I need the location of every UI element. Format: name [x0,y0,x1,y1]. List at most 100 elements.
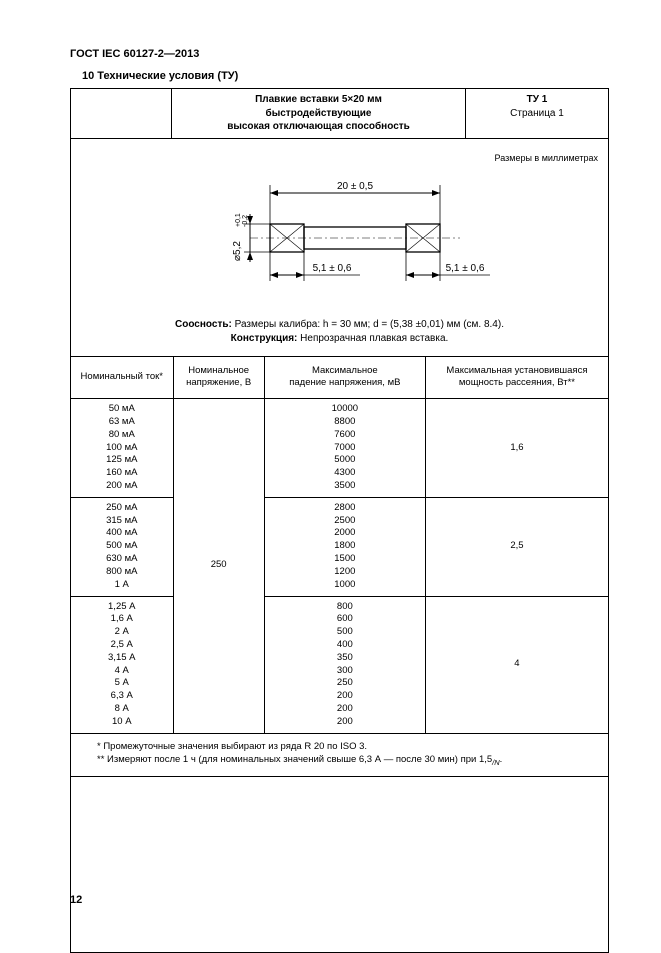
drop-value: 200 [271,703,419,716]
mid-text-block: Соосность: Размеры калибра: h = 30 мм; d… [71,312,608,356]
col-header-drop: Максимальноепадение напряжения, мВ [264,356,425,399]
cell-currents: 50 мА63 мА80 мА100 мА125 мА160 мА200 мА [71,399,173,498]
current-value: 63 мА [77,416,167,429]
header-title-block: Плавкие вставки 5×20 мм быстродействующи… [172,89,466,138]
drop-value: 1200 [271,566,419,579]
current-value: 2,5 А [77,639,167,652]
coaxiality-line: Соосность: Размеры калибра: h = 30 мм; d… [79,318,600,332]
table-header-row: Номинальный ток* Номинальноенапряжение, … [71,356,608,399]
current-value: 6,3 А [77,690,167,703]
current-value: 50 мА [77,403,167,416]
table-row: 50 мА63 мА80 мА100 мА125 мА160 мА200 мА2… [71,399,608,498]
cell-voltage-drop: 10000880076007000500043003500 [264,399,425,498]
tu-page: Страница 1 [472,107,602,121]
drop-value: 200 [271,716,419,729]
drop-value: 300 [271,665,419,678]
cell-power: 1,6 [425,399,608,498]
footnote-2-post: . [500,754,503,765]
current-value: 10 А [77,716,167,729]
current-value: 400 мА [77,527,167,540]
table-row: 1,25 А1,6 А2 А2,5 А3,15 А4 А5 А6,3 А8 А1… [71,596,608,733]
header-title-line1: Плавкие вставки 5×20 мм [178,93,459,107]
section-title: 10 Технические условия (ТУ) [82,70,609,82]
current-value: 1,25 А [77,601,167,614]
current-value: 200 мА [77,480,167,493]
spec-table: Номинальный ток* Номинальноенапряжение, … [71,356,608,734]
dim-dia-tol-bot: -0,2 [242,214,249,226]
footnote-1: * Промежуточные значения выбирают из ряд… [97,740,594,753]
drop-value: 350 [271,652,419,665]
current-value: 4 А [77,665,167,678]
tu-number: ТУ 1 [472,93,602,107]
cell-voltage-drop: 2800250020001800150012001000 [264,497,425,596]
table-row: 250 мА315 мА400 мА500 мА630 мА800 мА1 А2… [71,497,608,596]
header-left-blank [71,89,172,138]
header-tu-block: ТУ 1 Страница 1 [466,89,608,138]
dim-diameter: ⌀5,2 [232,240,243,260]
drop-value: 200 [271,690,419,703]
drop-value: 4300 [271,467,419,480]
header-title-line3: высокая отключающая способность [178,120,459,134]
footnote-2-sub: /N [492,758,500,767]
coax-label: Соосность: [175,319,232,330]
current-value: 100 мА [77,442,167,455]
footnotes: * Промежуточные значения выбирают из ряд… [71,734,608,778]
content-frame: Плавкие вставки 5×20 мм быстродействующи… [70,88,609,953]
drop-value: 500 [271,626,419,639]
page-number: 12 [70,894,82,906]
col-header-voltage: Номинальноенапряжение, В [173,356,264,399]
footnote-2-pre: ** Измеряют после 1 ч (для номинальных з… [97,754,492,765]
dimensions-note: Размеры в миллиметрах [71,139,608,163]
drop-value: 10000 [271,403,419,416]
drop-value: 1000 [271,579,419,592]
drop-value: 1500 [271,553,419,566]
cell-voltage-drop: 800600500400350300250200200200 [264,596,425,733]
dim-length: 20 ± 0,5 [336,181,373,192]
current-value: 1,6 А [77,613,167,626]
footnote-2: ** Измеряют после 1 ч (для номинальных з… [97,753,594,768]
cell-currents: 1,25 А1,6 А2 А2,5 А3,15 А4 А5 А6,3 А8 А1… [71,596,173,733]
fuse-drawing: 20 ± 0,5 [71,163,608,312]
fuse-svg: 20 ± 0,5 [180,169,500,299]
document-page: ГОСТ IEC 60127-2—2013 10 Технические усл… [0,0,661,936]
drop-value: 2800 [271,502,419,515]
header-title-line2: быстродействующие [178,107,459,121]
current-value: 160 мА [77,467,167,480]
cell-power: 2,5 [425,497,608,596]
bottom-blank-area [71,777,608,952]
drop-value: 400 [271,639,419,652]
current-value: 3,15 А [77,652,167,665]
drop-value: 7600 [271,429,419,442]
cons-label: Конструкция: [231,333,298,344]
drop-value: 2000 [271,527,419,540]
dim-cap-left: 5,1 ± 0,6 [312,263,351,274]
construction-line: Конструкция: Непрозрачная плавкая вставк… [79,332,600,346]
current-value: 8 А [77,703,167,716]
current-value: 80 мА [77,429,167,442]
current-value: 125 мА [77,454,167,467]
current-value: 5 А [77,677,167,690]
cell-power: 4 [425,596,608,733]
current-value: 800 мА [77,566,167,579]
cell-voltage: 250 [173,399,264,734]
drop-value: 2500 [271,515,419,528]
drop-value: 800 [271,601,419,614]
drop-value: 250 [271,677,419,690]
drop-value: 7000 [271,442,419,455]
drop-value: 8800 [271,416,419,429]
drop-value: 3500 [271,480,419,493]
current-value: 630 мА [77,553,167,566]
col-header-current: Номинальный ток* [71,356,173,399]
drop-value: 600 [271,613,419,626]
current-value: 250 мА [77,502,167,515]
drop-value: 1800 [271,540,419,553]
current-value: 1 А [77,579,167,592]
cell-currents: 250 мА315 мА400 мА500 мА630 мА800 мА1 А [71,497,173,596]
dim-cap-right: 5,1 ± 0,6 [445,263,484,274]
coax-text: Размеры калибра: h = 30 мм; d = (5,38 ±0… [232,319,504,330]
current-value: 2 А [77,626,167,639]
col-header-power: Максимальная установившаясямощность расс… [425,356,608,399]
cons-text: Непрозрачная плавкая вставка. [297,333,448,344]
drop-value: 5000 [271,454,419,467]
header-row: Плавкие вставки 5×20 мм быстродействующи… [71,89,608,139]
